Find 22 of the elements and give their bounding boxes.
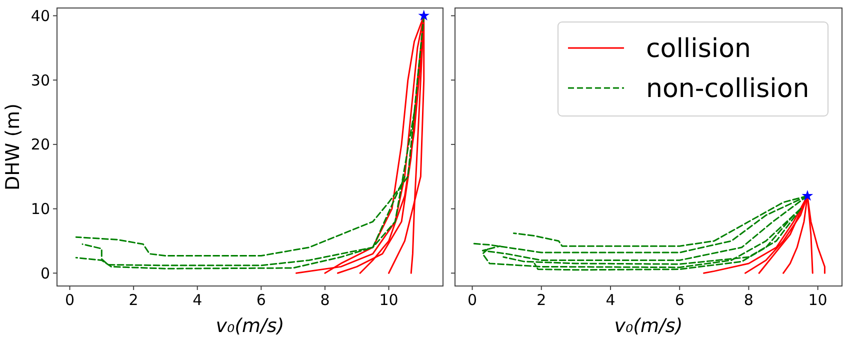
x-tick-label: 6	[674, 291, 684, 309]
y-tick-label: 40	[30, 6, 50, 25]
x-tick-label: 2	[536, 291, 546, 309]
x-tick-label: 10	[808, 291, 828, 309]
x-tick-label: 2	[128, 291, 138, 309]
x-axis-title: v₀(m/s)	[614, 315, 683, 337]
x-tick-label: 4	[192, 291, 202, 309]
x-tick-label: 0	[64, 291, 75, 309]
y-tick-label: 30	[30, 71, 50, 90]
y-tick-label: 10	[30, 200, 50, 218]
x-tick-label: 8	[744, 291, 754, 309]
legend-label: collision	[646, 34, 752, 64]
x-tick-label: 10	[379, 291, 398, 309]
y-tick-label: 20	[30, 136, 50, 154]
x-tick-label: 0	[468, 291, 478, 309]
x-axis-title: v₀(m/s)	[216, 315, 284, 337]
x-tick-label: 6	[256, 291, 266, 309]
x-tick-label: 8	[320, 291, 330, 309]
legend-label: non-collision	[646, 74, 810, 104]
y-tick-label: 0	[40, 264, 50, 282]
x-tick-label: 4	[606, 291, 616, 309]
y-axis-title: DHW (m)	[2, 103, 24, 191]
